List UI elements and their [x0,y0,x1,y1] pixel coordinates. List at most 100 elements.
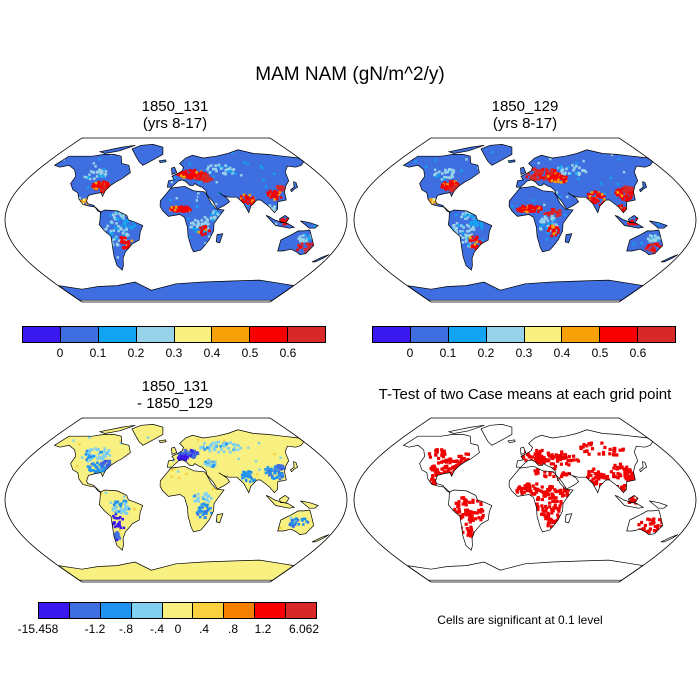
map-cell [469,239,472,243]
map-cell [441,459,445,463]
map-cell [440,186,444,189]
map-cell [279,196,283,199]
map-cell [551,212,554,215]
map-cell [546,514,550,518]
map-cell [446,183,449,186]
colorbar-swatch [250,327,289,342]
map-cell [558,195,562,198]
map-cell [550,179,554,182]
map-cell [229,450,232,454]
map-cell [441,455,445,459]
map-cell [464,236,468,239]
map-cell [207,500,211,503]
map-cell [100,190,103,193]
map-cell [279,456,282,459]
map-cell [542,178,546,181]
map-cell [450,174,453,177]
map-cell [210,491,214,494]
map-cell [524,458,528,462]
map-cell [648,238,651,241]
map-cell [190,225,193,229]
map-cell [657,223,660,226]
map-cell [429,198,433,201]
map-cell [124,506,127,509]
map-cell [431,468,435,472]
coastline-arctic [447,144,485,154]
map-cell [461,241,465,244]
map-cell [292,518,296,522]
map-cell [278,474,281,477]
map-cell [560,452,564,456]
map-cell [169,198,172,202]
colorbar-panel-3-labels: -15.458 -1.2 -.8 -.4 0.4.8 1.2 6.062 [0,622,350,636]
map-cell [564,473,569,477]
map-cell [587,470,591,474]
map-cell [556,212,559,215]
map-cell [471,533,475,537]
map-cell [116,243,120,247]
map-cell [534,175,537,178]
map-cell [559,165,563,168]
map-cell [101,189,104,192]
map-cell [223,442,226,446]
map-cell [551,177,554,181]
land-borneo [279,495,289,503]
map-cell [117,225,120,228]
map-cell [190,174,193,178]
map-cell [112,215,116,218]
map-cell [199,447,202,450]
map-cell [120,511,123,515]
map-cell [481,509,485,513]
map-cell [475,218,478,222]
map-cell [533,209,536,213]
map-cell [121,258,124,261]
map-cell [116,256,119,259]
map-cell [620,485,624,489]
map-cell [189,177,193,180]
map-cell [231,443,235,446]
map-cell [547,177,550,181]
map-cell [563,172,566,176]
map-cell [123,510,126,514]
map-cell [465,217,468,220]
map-cell [541,167,545,171]
map-cell [275,455,278,459]
map-cell [650,243,653,247]
map-cell [463,499,467,503]
map-cell [526,210,529,214]
map-cell [609,156,612,159]
map-cell [180,455,183,459]
colorbar-tick-label: 0.1 [89,346,107,360]
map-cell [522,206,526,210]
map-cell [117,516,121,520]
map-cell [587,442,591,446]
map-cell [244,200,248,203]
map-cell [551,222,555,226]
map-cell [546,459,550,463]
map-cell [90,454,94,457]
map-cell [91,170,95,174]
map-cell [92,183,95,186]
map-cell [289,521,292,525]
map-cell [535,502,539,506]
map-cell [297,237,300,240]
map-cell [89,170,93,173]
map-cell [467,225,471,228]
colorbar-swatch [255,603,287,618]
map-cell [274,472,277,475]
map-cell [612,474,616,478]
map-cell [462,231,465,235]
land-uk [171,447,177,455]
map-cell [109,214,112,217]
colorbar-panel-3 [38,602,317,619]
map-cell [605,474,610,479]
map-cell [254,460,258,463]
map-cell [442,470,446,474]
map-cell [653,524,657,528]
land-japan [290,181,298,192]
map-cell [451,188,455,192]
map-cell [428,455,432,459]
map-cell [204,220,208,224]
map-cell [114,212,118,216]
map-cell [302,517,306,521]
